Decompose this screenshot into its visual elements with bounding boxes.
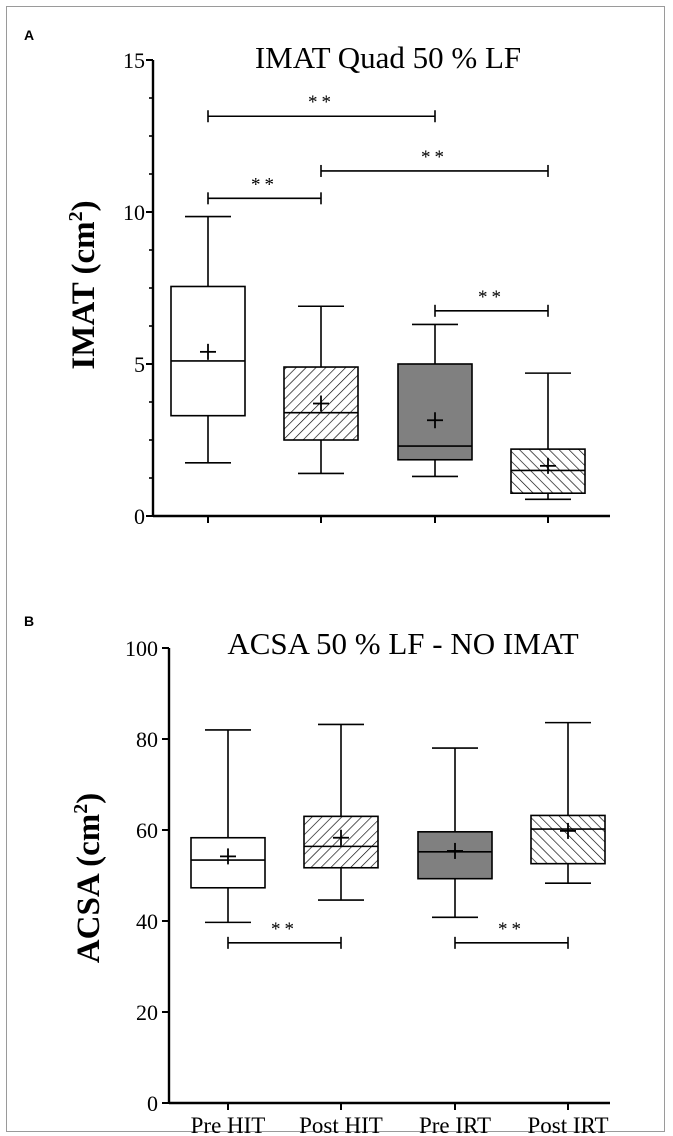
significance-label-a: ** [251,174,278,195]
box-iqr [397,363,473,461]
y-tick-label-b: 40 [136,909,158,934]
y-tick-label-b: 60 [136,818,158,843]
y-tick-label-b: 20 [136,1000,158,1025]
box-a-pre-hit [170,215,246,464]
x-tick-label-b: Pre IRT [419,1113,491,1136]
chart-title-a: IMAT Quad 50 % LF [255,40,521,75]
x-tick-label-b: Pre HIT [191,1113,266,1136]
x-tick-label-b: Post HIT [299,1113,383,1136]
significance-label-a: ** [478,287,505,308]
panel-a: A IMAT Quad 50 % LF IMAT (cm2) 0 5 10 15 **… [24,27,610,529]
significance-a: ** ** ** ** [207,92,549,317]
significance-label-b: ** [498,919,525,940]
box-b-pre-irt [417,747,493,919]
box-b-post-hit [303,723,379,901]
axes-b: 0 20 40 60 80 100 Pre HIT Post HIT Pre IRT Post I… [125,636,610,1136]
y-tick-label-a: 10 [123,200,145,225]
boxes-a [170,215,586,501]
y-axis-label-b: ACSA (cm2) [70,793,107,963]
y-tick-label-b: 0 [147,1091,158,1116]
box-a-post-hit [283,305,359,475]
y-tick-label-a: 15 [123,48,145,73]
box-a-pre-irt [397,323,473,478]
box-b-post-irt [530,721,606,885]
y-axis-label-a: IMAT (cm2) [65,200,102,369]
y-tick-label-a: 5 [134,352,145,377]
y-tick-label-a: 0 [134,504,145,529]
y-tick-label-b: 80 [136,727,158,752]
panel-label-a: A [24,27,34,43]
significance-label-a: ** [308,92,335,113]
box-iqr [530,814,606,865]
box-b-pre-hit [190,729,266,924]
significance-label-a: ** [421,147,448,168]
chart-title-b: ACSA 50 % LF - NO IMAT [227,626,578,661]
boxes-b [190,721,606,924]
box-a-post-irt [510,372,586,501]
significance-label-b: ** [271,919,298,940]
panel-b: B ACSA 50 % LF - NO IMAT ACSA (cm2) 0 20 4… [24,613,610,1136]
x-tick-label-b: Post IRT [527,1113,608,1136]
axes-a: 0 5 10 15 [123,48,610,529]
figure-frame [6,6,665,1132]
y-tick-label-b: 100 [125,636,158,661]
panel-label-b: B [24,613,34,629]
significance-b: ** ** [227,919,569,949]
